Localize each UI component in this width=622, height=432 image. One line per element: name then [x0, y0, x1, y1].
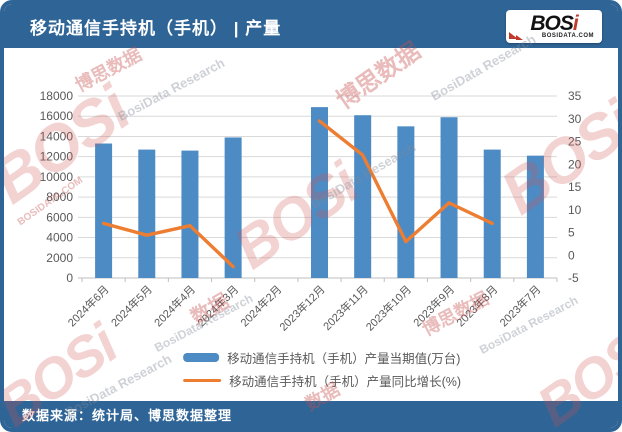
- right-axis-tick-label: 10: [568, 203, 582, 217]
- logo-site-url: BOSIDATA.COM: [541, 32, 594, 39]
- page-title: 移动通信手持机（手机） | 产量: [30, 18, 282, 38]
- bar: [181, 150, 199, 278]
- left-axis-tick-label: 2000: [46, 251, 73, 265]
- bar: [354, 115, 372, 278]
- category-label: 2023年8月: [453, 282, 500, 329]
- bar-series-swatch-icon: [183, 353, 220, 362]
- right-axis-tick-label: 35: [568, 89, 582, 103]
- category-label: 2024年2月: [237, 282, 284, 329]
- category-label: 2023年7月: [496, 282, 543, 329]
- logo-triangle-icon: [509, 31, 518, 39]
- bar: [138, 149, 156, 278]
- logo-text-accent: i: [572, 11, 579, 35]
- left-axis-tick-label: 18000: [40, 89, 74, 103]
- right-axis-tick-label: 5: [568, 226, 575, 240]
- line-series-swatch-icon: [183, 378, 222, 383]
- left-axis-tick-label: 10000: [40, 170, 74, 184]
- bar: [397, 126, 415, 278]
- bar: [526, 155, 544, 278]
- legend-item-line-series: 移动通信手持机（手机）产量同比增长(%): [183, 371, 461, 390]
- right-axis-tick-label: 25: [568, 135, 582, 149]
- left-axis-tick-label: 8000: [46, 190, 73, 204]
- category-label: 2024年5月: [108, 282, 155, 329]
- chart-legend: 移动通信手持机（手机）产量当期值(万台) 移动通信手持机（手机）产量同比增长(%…: [183, 348, 461, 390]
- trend-line: [101, 119, 494, 269]
- bar: [483, 149, 501, 278]
- category-label: 2024年3月: [194, 282, 241, 329]
- bar: [311, 107, 328, 278]
- right-axis-tick-label: 20: [568, 157, 582, 171]
- right-axis-tick-label: 15: [568, 180, 582, 194]
- logo-wordmark: BOSi: [530, 11, 579, 35]
- left-axis-tick-label: 0: [66, 271, 73, 285]
- legend-item-bar-series: 移动通信手持机（手机）产量当期值(万台): [183, 348, 461, 367]
- left-axis-tick-label: 4000: [46, 231, 73, 245]
- header-bar: 移动通信手持机（手机） | 产量 BOSi BOSIDATA.COM: [4, 4, 618, 48]
- category-label: 2023年12月: [276, 282, 327, 333]
- bar: [95, 143, 113, 278]
- right-axis-tick-label: -5: [568, 271, 579, 285]
- bar: [224, 137, 242, 278]
- logo-text: BOS: [530, 11, 574, 35]
- category-label: 2024年4月: [151, 282, 198, 329]
- legend-label: 移动通信手持机（手机）产量同比增长(%): [229, 375, 462, 389]
- data-source-text: 数据来源：统计局、博思数据整理: [22, 408, 233, 423]
- left-axis-tick-label: 12000: [40, 150, 74, 164]
- category-label: 2023年10月: [363, 282, 414, 333]
- chart-region: 0 2000 4000 6000 8000 10000 12000 14000 16000 180…: [4, 31, 618, 428]
- logo-triangle-icon: [516, 34, 523, 40]
- bar: [440, 117, 458, 278]
- right-axis-tick-label: 30: [568, 112, 582, 126]
- footer-bar: 数据来源：统计局、博思数据整理: [4, 401, 618, 428]
- left-axis-tick-label: 6000: [46, 210, 73, 224]
- category-label: 2024年6月: [65, 282, 112, 329]
- category-label: 2023年9月: [410, 282, 457, 329]
- right-axis-tick-label: 0: [568, 248, 575, 262]
- left-axis-tick-label: 16000: [40, 109, 74, 123]
- production-chart: 0 2000 4000 6000 8000 10000 12000 14000 16000 180…: [40, 89, 582, 334]
- bosi-logo: BOSi BOSIDATA.COM: [506, 9, 602, 43]
- left-axis-tick-label: 14000: [40, 129, 74, 143]
- legend-label: 移动通信手持机（手机）产量当期值(万台): [227, 352, 461, 366]
